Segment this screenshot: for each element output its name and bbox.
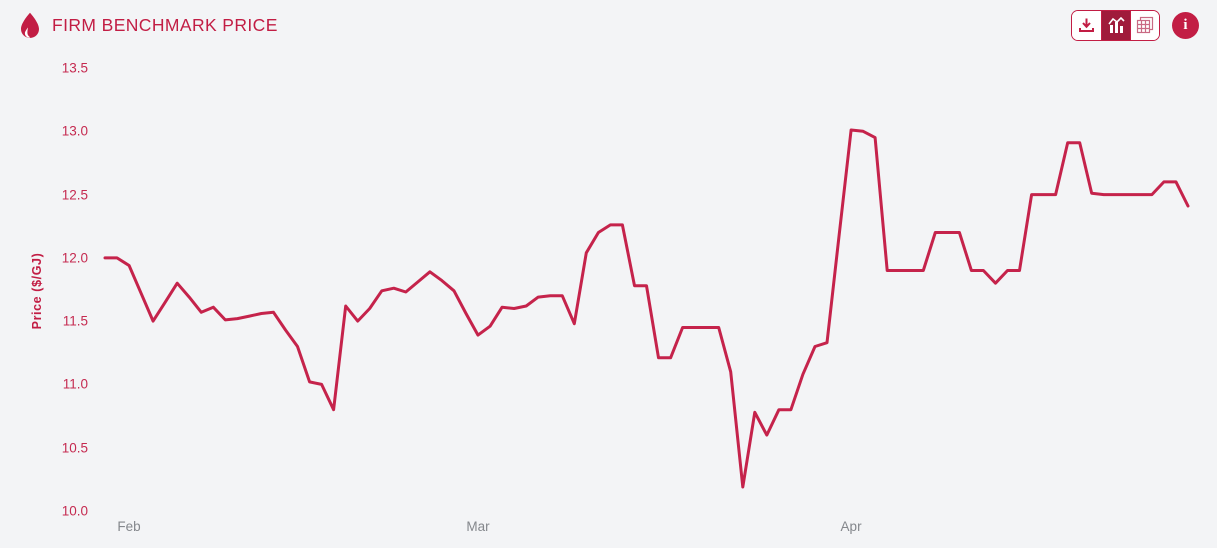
download-icon <box>1079 18 1094 32</box>
y-tick-label: 10.5 <box>61 440 88 456</box>
x-tick-label: Mar <box>466 519 490 534</box>
bar-line-chart-icon <box>1107 16 1125 33</box>
y-tick-label: 13.0 <box>61 123 88 139</box>
y-tick-label: 10.0 <box>61 503 88 519</box>
view-toggle-group <box>1071 9 1160 41</box>
toolbar: i <box>1071 9 1199 41</box>
data-table-icon <box>1136 16 1154 34</box>
flame-icon <box>21 12 39 38</box>
panel-title: FIRM BENCHMARK PRICE <box>52 14 278 35</box>
y-tick-label: 11.0 <box>62 376 88 392</box>
price-line-series[interactable] <box>103 128 1190 489</box>
x-tick-label: Apr <box>840 519 862 534</box>
y-tick-label: 12.0 <box>61 250 88 266</box>
table-view-button[interactable] <box>1130 10 1159 40</box>
download-button[interactable] <box>1072 10 1101 40</box>
panel-header: FIRM BENCHMARK PRICE <box>0 0 1217 50</box>
chart-view-button[interactable] <box>1101 10 1130 40</box>
info-button[interactable]: i <box>1172 11 1199 39</box>
y-tick-label: 12.5 <box>61 187 88 203</box>
x-tick-label: Feb <box>117 519 141 534</box>
y-tick-label: 11.5 <box>62 313 88 329</box>
title-wrap: FIRM BENCHMARK PRICE <box>18 12 278 38</box>
y-tick-label: 13.5 <box>61 60 88 76</box>
info-icon: i <box>1183 16 1188 33</box>
